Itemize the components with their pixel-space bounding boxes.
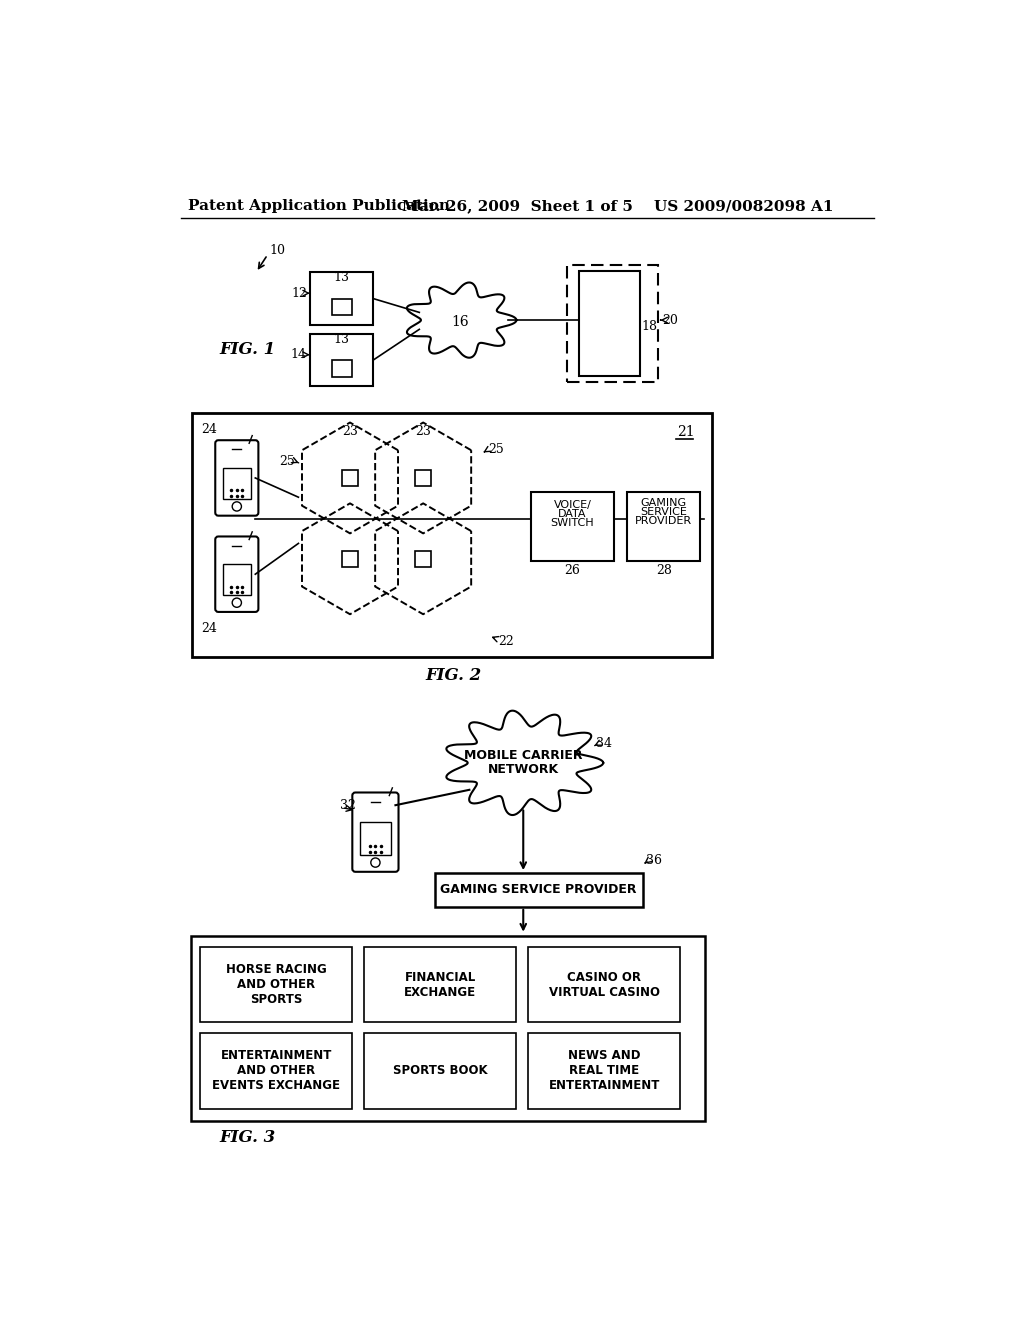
Text: GAMING SERVICE PROVIDER: GAMING SERVICE PROVIDER [440,883,637,896]
Text: 16: 16 [452,315,469,330]
Text: 25: 25 [488,444,505,455]
FancyBboxPatch shape [342,552,357,566]
FancyBboxPatch shape [352,792,398,871]
Text: 23: 23 [342,425,358,438]
Text: 34: 34 [596,737,612,750]
FancyBboxPatch shape [342,470,357,486]
Text: 13: 13 [333,333,349,346]
FancyBboxPatch shape [200,1034,352,1109]
Circle shape [232,598,242,607]
FancyBboxPatch shape [531,492,614,561]
FancyBboxPatch shape [223,564,251,595]
Text: 13: 13 [333,271,349,284]
Text: FIG. 1: FIG. 1 [219,341,275,358]
Text: US 2009/0082098 A1: US 2009/0082098 A1 [654,199,834,213]
FancyBboxPatch shape [200,946,352,1022]
FancyBboxPatch shape [215,441,258,516]
Text: FIG. 2: FIG. 2 [426,668,482,684]
Text: 10: 10 [269,244,285,257]
Text: ENTERTAINMENT
AND OTHER
EVENTS EXCHANGE: ENTERTAINMENT AND OTHER EVENTS EXCHANGE [212,1049,340,1093]
Text: 21: 21 [677,425,695,438]
FancyBboxPatch shape [215,536,258,612]
FancyBboxPatch shape [528,1034,680,1109]
FancyBboxPatch shape [360,822,391,855]
Text: GAMING: GAMING [641,498,687,508]
FancyBboxPatch shape [364,1034,516,1109]
Circle shape [371,858,380,867]
Text: 26: 26 [564,564,581,577]
Text: 18: 18 [642,319,657,333]
Text: 32: 32 [340,799,356,812]
FancyBboxPatch shape [528,946,680,1022]
Text: 24: 24 [202,422,217,436]
FancyBboxPatch shape [628,492,700,561]
Text: 25: 25 [279,454,295,467]
Text: 36: 36 [646,854,663,867]
FancyBboxPatch shape [567,264,658,381]
Text: Mar. 26, 2009  Sheet 1 of 5: Mar. 26, 2009 Sheet 1 of 5 [401,199,633,213]
FancyBboxPatch shape [310,272,373,325]
Text: 24: 24 [202,622,217,635]
Text: FIG. 3: FIG. 3 [219,1130,275,1146]
FancyBboxPatch shape [416,470,431,486]
Text: 14: 14 [291,348,307,362]
Text: FINANCIAL
EXCHANGE: FINANCIAL EXCHANGE [404,970,476,999]
Text: 28: 28 [655,564,672,577]
Text: MOBILE CARRIER: MOBILE CARRIER [464,748,583,762]
FancyBboxPatch shape [310,334,373,387]
FancyBboxPatch shape [190,936,705,1121]
Text: 22: 22 [499,635,514,648]
Text: SPORTS BOOK: SPORTS BOOK [393,1064,487,1077]
Text: SWITCH: SWITCH [551,517,594,528]
FancyBboxPatch shape [580,271,640,376]
FancyBboxPatch shape [223,467,251,499]
Text: CASINO OR
VIRTUAL CASINO: CASINO OR VIRTUAL CASINO [549,970,659,999]
Text: 23: 23 [415,425,431,438]
FancyBboxPatch shape [332,360,351,378]
Text: NEWS AND
REAL TIME
ENTERTAINMENT: NEWS AND REAL TIME ENTERTAINMENT [549,1049,659,1093]
FancyBboxPatch shape [193,412,712,657]
Text: 12: 12 [291,286,307,300]
Text: Patent Application Publication: Patent Application Publication [188,199,451,213]
Text: VOICE/: VOICE/ [554,499,592,510]
Text: SERVICE: SERVICE [640,507,687,517]
FancyBboxPatch shape [364,946,516,1022]
Text: HORSE RACING
AND OTHER
SPORTS: HORSE RACING AND OTHER SPORTS [225,964,327,1006]
Text: 20: 20 [662,314,678,326]
FancyBboxPatch shape [332,298,351,315]
FancyBboxPatch shape [416,552,431,566]
Text: NETWORK: NETWORK [487,763,559,776]
FancyBboxPatch shape [435,873,643,907]
Text: PROVIDER: PROVIDER [635,516,692,527]
Circle shape [232,502,242,511]
Text: DATA: DATA [558,508,587,519]
